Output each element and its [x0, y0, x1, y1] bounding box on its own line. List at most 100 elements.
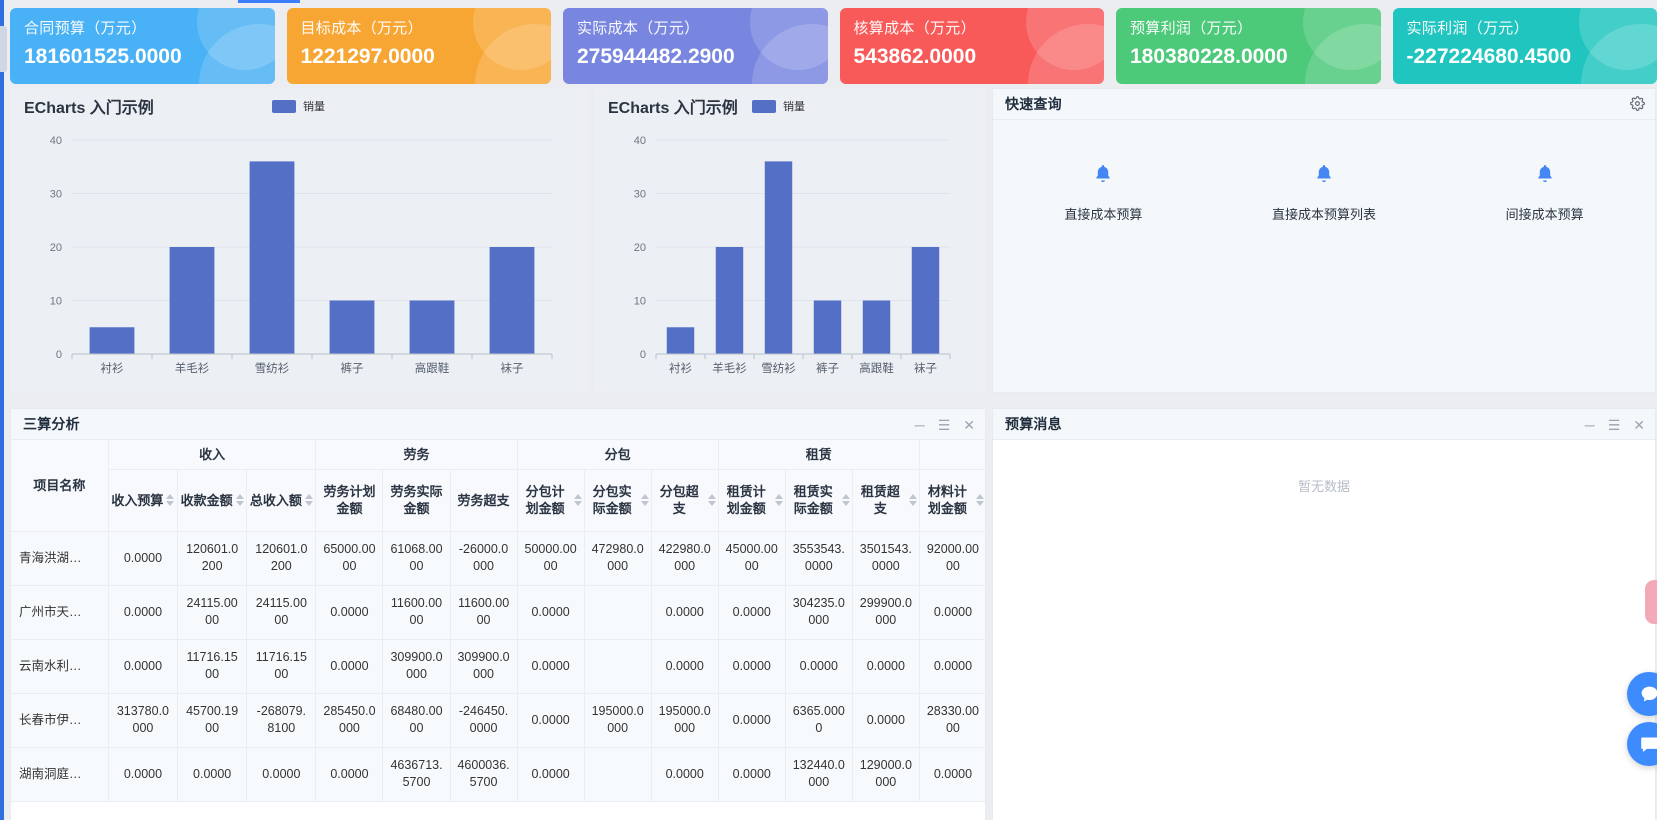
column-header-11[interactable]: 租赁超支	[852, 469, 920, 532]
cell-r1-c7	[584, 585, 652, 640]
legend-label-sales: 销量	[783, 101, 805, 113]
minimize-icon[interactable]: ─	[1584, 416, 1595, 433]
svg-text:10: 10	[50, 296, 62, 308]
cell-r2-c1: 11716.1500	[177, 639, 248, 694]
quick-query-item-0[interactable]: 直接成本预算	[993, 162, 1214, 223]
table-body: 青海洪湖… 0.0000 120601.0200 120601.0200 65000.0…	[11, 531, 985, 802]
cell-r1-c8: 0.0000	[651, 585, 719, 640]
column-header-0[interactable]: 收入预算	[108, 469, 179, 532]
sort-toggle[interactable]	[774, 494, 783, 506]
table-row[interactable]: 云南水利… 0.0000 11716.1500 11716.1500 0.0000 309…	[11, 639, 985, 694]
column-header-12[interactable]: 材料计划金额	[919, 469, 985, 532]
menu-icon[interactable]: ☰	[1607, 416, 1621, 433]
cell-r4-c8: 0.0000	[651, 747, 719, 802]
column-header-9[interactable]: 租赁计划金额	[718, 469, 786, 532]
cell-r3-c0: 313780.0000	[108, 693, 179, 748]
cell-r1-c0: 0.0000	[108, 585, 179, 640]
quick-query-label: 直接成本预算列表	[1272, 207, 1377, 222]
kpi-value: -227224680.4500	[1406, 45, 1572, 68]
three-budget-analysis-panel: 三算分析 ─ ☰ ✕ 项目名称 收入 劳务 分包 租赁 收入预算 收款金额 总收入额 劳务计划金…	[10, 408, 986, 820]
sort-toggle[interactable]	[707, 494, 716, 506]
cell-r0-c8: 422980.0000	[651, 531, 719, 586]
sort-toggle[interactable]	[908, 494, 917, 506]
table-head: 项目名称 收入 劳务 分包 租赁 收入预算 收款金额 总收入额 劳务计划金额 劳务实际金额 劳务超支…	[11, 440, 985, 532]
quick-query-panel: 快速查询 直接成本预算 直接成本预算列表 间接成本预算	[992, 88, 1656, 393]
cell-r3-c10: 6365.0000	[785, 693, 853, 748]
cell-r4-c5: 4600036.5700	[450, 747, 518, 802]
column-header-project-name[interactable]: 项目名称	[11, 440, 109, 532]
cell-r2-c5: 309900.0000	[450, 639, 518, 694]
column-header-4[interactable]: 劳务实际金额	[382, 469, 451, 532]
column-header-8[interactable]: 分包超支	[651, 469, 719, 532]
cell-r1-c3: 0.0000	[315, 585, 384, 640]
cell-r0-c9: 45000.0000	[718, 531, 786, 586]
cell-r3-c5: -246450.0000	[450, 693, 518, 748]
column-group-header: 劳务	[315, 440, 518, 470]
sort-toggle[interactable]	[166, 494, 175, 506]
chart-plot-area: 0 10 20 30 40 衬衫 羊毛衫 雪纺衫 裤子 高跟鞋 袜子	[594, 122, 986, 390]
column-header-label: 分包计划金额	[525, 484, 565, 516]
column-header-2[interactable]: 总收入额	[246, 469, 317, 532]
table-scroll-container[interactable]: 项目名称 收入 劳务 分包 租赁 收入预算 收款金额 总收入额 劳务计划金额 劳务实际金额 劳务超支…	[11, 440, 985, 820]
cell-r1-c10: 304235.0000	[785, 585, 853, 640]
kpi-card-4[interactable]: 预算利润（万元） 180380228.0000	[1116, 8, 1381, 84]
column-header-1[interactable]: 收款金额	[177, 469, 248, 532]
menu-icon[interactable]: ☰	[937, 416, 951, 433]
cell-r3-c4: 68480.0000	[382, 693, 451, 748]
column-header-6[interactable]: 分包计划金额	[517, 469, 585, 532]
chart-header: ECharts 入门示例 销量	[594, 88, 986, 122]
column-header-label: 劳务超支	[457, 492, 510, 508]
quick-query-item-2[interactable]: 间接成本预算	[1434, 162, 1655, 223]
legend-label-sales: 销量	[303, 101, 325, 113]
svg-text:羊毛衫: 羊毛衫	[175, 361, 210, 375]
sidebar-collapse-handle[interactable]	[0, 26, 7, 72]
chart-card-left: ECharts 入门示例 销量 0 10 20 30 40 衬衫 羊毛衫 雪纺衫 裤子 高跟鞋 袜子	[10, 88, 588, 393]
kpi-card-1[interactable]: 目标成本（万元） 1221297.0000	[286, 8, 551, 84]
sort-toggle[interactable]	[976, 494, 984, 506]
cell-project-name: 湖南洞庭…	[11, 747, 109, 802]
sort-toggle[interactable]	[640, 494, 649, 506]
table-row[interactable]: 长春市伊… 313780.0000 45700.1900 -268079.8100 28…	[11, 693, 985, 748]
sort-toggle[interactable]	[573, 494, 582, 506]
chart-header: ECharts 入门示例 销量	[10, 88, 588, 122]
cell-r1-c12: 0.0000	[919, 585, 985, 640]
kpi-card-5[interactable]: 实际利润（万元） -227224680.4500	[1392, 8, 1657, 84]
gear-icon[interactable]	[1630, 96, 1645, 116]
kpi-card-0[interactable]: 合同预算（万元） 181601525.0000	[10, 8, 275, 84]
budget-message-panel: 预算消息 ─ ☰ ✕ 暂无数据	[992, 408, 1656, 820]
minimize-icon[interactable]: ─	[914, 416, 925, 433]
kpi-card-2[interactable]: 实际成本（万元） 275944482.2900	[563, 8, 828, 84]
table-row[interactable]: 青海洪湖… 0.0000 120601.0200 120601.0200 65000.0…	[11, 531, 985, 586]
kpi-card-3[interactable]: 核算成本（万元） 543862.0000	[839, 8, 1104, 84]
side-drawer-handle[interactable]	[1645, 580, 1657, 624]
table-row[interactable]: 广州市天… 0.0000 24115.0000 24115.0000 0.0000 116…	[11, 585, 985, 640]
sort-toggle[interactable]	[841, 494, 850, 506]
column-header-7[interactable]: 分包实际金额	[584, 469, 652, 532]
cell-r4-c2: 0.0000	[246, 747, 317, 802]
close-icon[interactable]: ✕	[963, 416, 975, 433]
cell-r0-c0: 0.0000	[108, 531, 179, 586]
chart-legend[interactable]: 销量	[752, 98, 805, 114]
column-header-label: 租赁计划金额	[726, 484, 766, 516]
svg-text:30: 30	[50, 189, 62, 201]
chart-legend[interactable]: 销量	[272, 98, 325, 114]
sort-toggle[interactable]	[304, 494, 313, 506]
message-icon[interactable]	[1627, 722, 1657, 766]
sort-toggle[interactable]	[235, 494, 244, 506]
chat-icon[interactable]	[1627, 672, 1657, 716]
cell-r3-c3: 285450.0000	[315, 693, 384, 748]
column-header-label: 劳务计划金额	[323, 484, 376, 516]
analysis-table: 项目名称 收入 劳务 分包 租赁 收入预算 收款金额 总收入额 劳务计划金额 劳务实际金额 劳务超支…	[11, 440, 985, 802]
column-header-3[interactable]: 劳务计划金额	[315, 469, 384, 532]
column-header-5[interactable]: 劳务超支	[450, 469, 518, 532]
cell-r1-c11: 299900.0000	[852, 585, 920, 640]
cell-r2-c8: 0.0000	[651, 639, 719, 694]
quick-query-item-1[interactable]: 直接成本预算列表	[1214, 162, 1435, 223]
message-list: 暂无数据	[993, 440, 1655, 820]
cell-r2-c4: 309900.0000	[382, 639, 451, 694]
column-header-10[interactable]: 租赁实际金额	[785, 469, 853, 532]
svg-text:羊毛衫: 羊毛衫	[712, 361, 747, 375]
close-icon[interactable]: ✕	[1633, 416, 1645, 433]
table-row[interactable]: 湖南洞庭… 0.0000 0.0000 0.0000 0.0000 4636713.570…	[11, 747, 985, 802]
cell-r1-c9: 0.0000	[718, 585, 786, 640]
